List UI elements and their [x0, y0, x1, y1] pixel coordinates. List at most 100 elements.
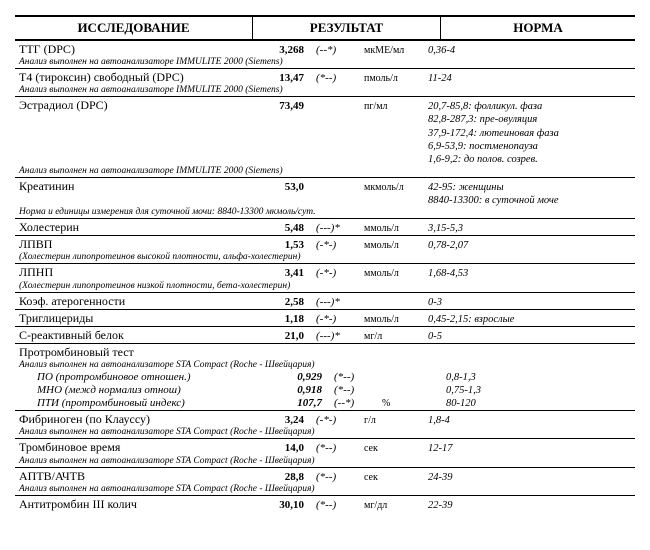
flag: (*--): [316, 499, 364, 511]
flag: (--*): [334, 397, 382, 409]
ldl-note: (Холестерин липопротеинов низкой плотнос…: [15, 281, 635, 292]
norm: 1,68-4,53: [424, 267, 635, 280]
unit: мкМЕ/мл: [364, 45, 424, 56]
flag: (---)*: [316, 330, 364, 342]
norm: 0,45-2,15: взрослые: [424, 313, 635, 326]
creatinine-note: Норма и единицы измерения для суточной м…: [15, 207, 635, 218]
row-antithrombin: Антитромбин III колич 30,10 (*--) мг/дл …: [15, 496, 635, 512]
norm: 0,8-1,3: [442, 371, 635, 384]
value: 1,53: [244, 239, 316, 251]
unit: мг/дл: [364, 500, 424, 511]
unit: пмоль/л: [364, 73, 424, 84]
value: 3,41: [244, 267, 316, 279]
row-ttg: ТТГ (DPC) 3,268 (--*) мкМЕ/мл 0,36-4 Ана…: [15, 41, 635, 69]
value: 2,58: [244, 296, 316, 308]
test-name: Коэф. атерогенности: [15, 294, 244, 309]
norm: 1,8-4: [424, 414, 635, 427]
norm: 22-39: [424, 499, 635, 512]
value: 107,7: [262, 397, 334, 409]
norm: 24-39: [424, 471, 635, 484]
value: 3,268: [244, 44, 316, 56]
test-name: Холестерин: [15, 220, 244, 235]
row-hdl: ЛПВП 1,53 (-*-) ммоль/л 0,78-2,07 (Холес…: [15, 236, 635, 264]
value: 53,0: [244, 181, 316, 193]
test-name: ТТГ (DPC): [15, 42, 244, 57]
sub-name: ПО (протромбиновое отношен.): [15, 371, 262, 383]
flag: (*--): [316, 442, 364, 454]
analyzer-note: Анализ выполнен на автоанализаторе IMMUL…: [15, 57, 635, 68]
value: 73,49: [244, 100, 316, 112]
test-name: Фибриноген (по Клауссу): [15, 412, 244, 427]
norm: 20,7-85,8: фолликул. фаза 82,8-287,3: пр…: [424, 100, 635, 166]
col-test: ИССЛЕДОВАНИЕ: [15, 17, 253, 39]
norm: 11-24: [424, 72, 635, 85]
value: 30,10: [244, 499, 316, 511]
norm: 42-95: женщины 8840-13300: в суточной мо…: [424, 181, 635, 207]
test-name: Антитромбин III колич: [15, 497, 244, 512]
value: 13,47: [244, 72, 316, 84]
flag: (*--): [316, 72, 364, 84]
flag: (-*-): [316, 239, 364, 251]
flag: (---)*: [316, 296, 364, 308]
value: 0,929: [262, 371, 334, 383]
value: 3,24: [244, 414, 316, 426]
row-t4: Т4 (тироксин) свободный (DPC) 13,47 (*--…: [15, 69, 635, 97]
norm: 0,78-2,07: [424, 239, 635, 252]
col-norm: НОРМА: [441, 17, 635, 39]
value: 21,0: [244, 330, 316, 342]
unit: пг/мл: [364, 101, 424, 112]
flag: (*--): [316, 471, 364, 483]
analyzer-note: Анализ выполнен на автоанализаторе STA C…: [15, 427, 635, 438]
table-header: ИССЛЕДОВАНИЕ РЕЗУЛЬТАТ НОРМА: [15, 15, 635, 41]
test-name: С-реактивный белок: [15, 328, 244, 343]
unit: сек: [364, 443, 424, 454]
row-atherogenic: Коэф. атерогенности 2,58 (---)* 0-3: [15, 293, 635, 310]
test-name: ЛПНП: [15, 265, 244, 280]
test-name: ЛПВП: [15, 237, 244, 252]
test-name: АПТВ/АЧТВ: [15, 469, 244, 484]
flag: (-*-): [316, 313, 364, 325]
lab-report: ИССЛЕДОВАНИЕ РЕЗУЛЬТАТ НОРМА ТТГ (DPC) 3…: [15, 15, 635, 512]
value: 14,0: [244, 442, 316, 454]
value: 5,48: [244, 222, 316, 234]
value: 1,18: [244, 313, 316, 325]
flag: (-*-): [316, 267, 364, 279]
row-prothrombin-test: Протромбиновый тест Анализ выполнен на а…: [15, 344, 635, 411]
norm: 80-120: [442, 397, 635, 410]
norm: 0-3: [424, 296, 635, 309]
row-aptt: АПТВ/АЧТВ 28,8 (*--) сек 24-39 Анализ вы…: [15, 468, 635, 496]
sub-name: ПТИ (протромбиновый индекс): [15, 397, 262, 409]
norm: 0,75-1,3: [442, 384, 635, 397]
analyzer-note: Анализ выполнен на автоанализаторе STA C…: [15, 456, 635, 467]
unit: ммоль/л: [364, 223, 424, 234]
unit: ммоль/л: [364, 268, 424, 279]
test-name: Тромбиновое время: [15, 440, 244, 455]
row-triglycerides: Триглицериды 1,18 (-*-) ммоль/л 0,45-2,1…: [15, 310, 635, 327]
flag: (*--): [334, 371, 382, 383]
hdl-note: (Холестерин липопротеинов высокой плотно…: [15, 252, 635, 263]
flag: (--*): [316, 44, 364, 56]
col-result: РЕЗУЛЬТАТ: [253, 17, 441, 39]
row-fibrinogen: Фибриноген (по Клауссу) 3,24 (-*-) г/л 1…: [15, 411, 635, 439]
analyzer-note: Анализ выполнен на автоанализаторе IMMUL…: [15, 85, 635, 96]
norm: 0,36-4: [424, 44, 635, 57]
test-name: Протромбиновый тест: [15, 345, 244, 360]
unit: мг/л: [364, 331, 424, 342]
sub-name: МНО (межд нормализ отнош): [15, 384, 262, 396]
test-name: Т4 (тироксин) свободный (DPC): [15, 70, 244, 85]
test-name: Триглицериды: [15, 311, 244, 326]
analyzer-note: Анализ выполнен на автоанализаторе IMMUL…: [15, 166, 635, 177]
row-ldl: ЛПНП 3,41 (-*-) ммоль/л 1,68-4,53 (Холес…: [15, 264, 635, 292]
analyzer-note: Анализ выполнен на автоанализаторе STA C…: [15, 484, 635, 495]
norm: 0-5: [424, 330, 635, 343]
unit: мкмоль/л: [364, 182, 424, 193]
row-crp: С-реактивный белок 21,0 (---)* мг/л 0-5: [15, 327, 635, 344]
row-cholesterol: Холестерин 5,48 (---)* ммоль/л 3,15-5,3: [15, 219, 635, 236]
unit: ммоль/л: [364, 314, 424, 325]
unit: сек: [364, 472, 424, 483]
test-name: Эстрадиол (DPC): [15, 98, 244, 113]
value: 0,918: [262, 384, 334, 396]
unit: %: [382, 398, 442, 409]
test-name: Креатинин: [15, 179, 244, 194]
value: 28,8: [244, 471, 316, 483]
